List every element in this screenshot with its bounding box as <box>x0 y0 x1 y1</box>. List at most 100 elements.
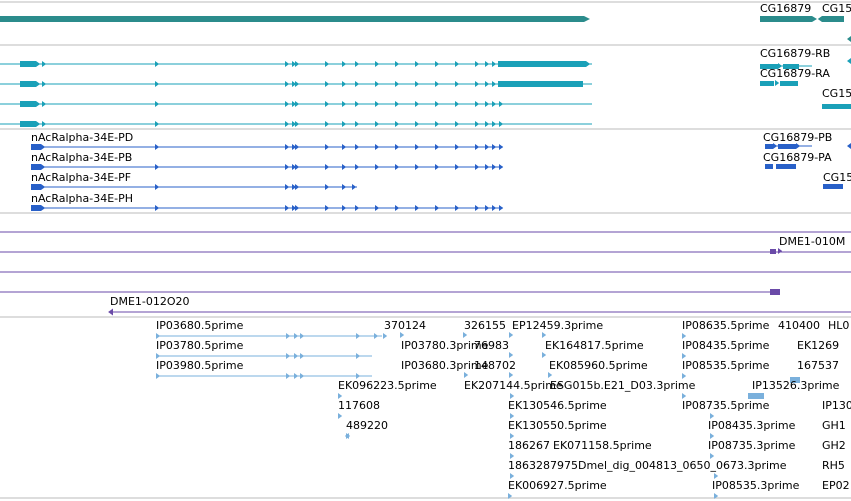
strand-arrow <box>492 121 497 127</box>
exon-block <box>20 61 36 67</box>
strand-arrow <box>292 164 297 170</box>
est-label: 1863287975Dmel_dig_004813_0650_0673.3pri… <box>508 459 787 472</box>
strand-arrow <box>285 205 290 211</box>
strand-arrow <box>455 205 460 211</box>
strand-arrow <box>847 143 851 149</box>
est-label: EK130550.5prime <box>508 419 607 432</box>
strand-arrow <box>395 205 400 211</box>
strand-arrow <box>325 184 330 190</box>
est-label: 76983 <box>474 339 509 352</box>
strand-arrow <box>286 373 291 379</box>
strand-arrow <box>295 205 300 211</box>
gene-bar-end <box>812 16 817 22</box>
strand-arrow <box>499 164 504 170</box>
strand-arrow <box>342 144 347 150</box>
strand-arrow <box>41 205 46 211</box>
est-label: IP08435.5prime <box>682 339 770 352</box>
strand-arrow <box>41 164 46 170</box>
est-label: GH1 <box>822 419 846 432</box>
strand-arrow <box>485 61 490 67</box>
exon-block <box>823 184 843 189</box>
strand-arrow <box>285 81 290 87</box>
strand-arrow <box>285 184 290 190</box>
exon-block <box>31 205 41 211</box>
gene-label-cg15: CG15 <box>822 2 851 15</box>
strand-arrow <box>475 121 480 127</box>
strand-arrow <box>292 101 297 107</box>
strand-arrow <box>383 333 388 339</box>
strand-arrow <box>475 164 480 170</box>
strand-arrow <box>375 61 380 67</box>
strand-arrow <box>492 61 497 67</box>
strand-arrow <box>510 433 515 439</box>
strand-arrow <box>375 81 380 87</box>
exon-block <box>765 164 773 169</box>
strand-arrow <box>395 81 400 87</box>
strand-arrow <box>356 373 361 379</box>
strand-arrow <box>485 121 490 127</box>
strand-arrow <box>847 58 851 64</box>
strand-arrow <box>285 164 290 170</box>
strand-arrow <box>395 101 400 107</box>
strand-arrow <box>294 333 299 339</box>
est-label: EK1269 <box>797 339 839 352</box>
est-label: RH5 <box>822 459 845 472</box>
strand-arrow <box>485 205 490 211</box>
strand-arrow <box>395 121 400 127</box>
strand-arrow <box>325 164 330 170</box>
strand-arrow <box>510 393 515 399</box>
strand-arrow <box>542 352 547 358</box>
strand-arrow <box>714 473 719 479</box>
strand-arrow <box>300 373 305 379</box>
strand-arrow <box>435 121 440 127</box>
strand-arrow <box>156 373 161 379</box>
strand-arrow <box>292 184 297 190</box>
strand-arrow <box>455 121 460 127</box>
exon-block <box>776 164 796 169</box>
strand-arrow <box>375 121 380 127</box>
strand-arrow <box>395 144 400 150</box>
strand-arrow <box>155 61 160 67</box>
exon-block <box>498 81 583 87</box>
est-label: IP08535.5prime <box>682 359 770 372</box>
strand-arrow <box>155 81 160 87</box>
strand-arrow <box>300 353 305 359</box>
strand-arrow <box>338 413 343 419</box>
strand-arrow <box>155 184 160 190</box>
strand-arrow <box>455 144 460 150</box>
exon-block <box>770 249 776 254</box>
strand-arrow <box>499 101 504 107</box>
strand-arrow <box>435 101 440 107</box>
strand-arrow <box>400 332 405 338</box>
strand-arrow <box>415 101 420 107</box>
cds-label: nAcRalpha-34E-PD <box>31 131 133 144</box>
strand-arrow <box>542 332 547 338</box>
strand-arrow <box>295 184 300 190</box>
strand-arrow <box>355 205 360 211</box>
strand-arrow <box>475 144 480 150</box>
est-label: 167537 <box>797 359 839 372</box>
est-label: EK096223.5prime <box>338 379 437 392</box>
strand-arrow <box>285 144 290 150</box>
est-label: IP13526.3prime <box>752 379 840 392</box>
exon-block <box>31 164 41 170</box>
strand-arrow <box>325 81 330 87</box>
strand-arrow <box>294 353 299 359</box>
strand-arrow <box>342 101 347 107</box>
strand-arrow <box>42 101 47 107</box>
strand-arrow <box>36 81 41 87</box>
strand-arrow <box>325 61 330 67</box>
strand-arrow <box>492 101 497 107</box>
clone-label: DME1-010M <box>779 235 845 248</box>
exon-block <box>20 121 36 127</box>
strand-arrow <box>355 61 360 67</box>
cds-label: CG16879-PB <box>763 131 832 144</box>
strand-arrow <box>342 121 347 127</box>
exon-block <box>822 104 851 109</box>
strand-arrow <box>415 205 420 211</box>
strand-arrow <box>464 372 469 378</box>
strand-arrow <box>155 121 160 127</box>
strand-arrow <box>325 121 330 127</box>
